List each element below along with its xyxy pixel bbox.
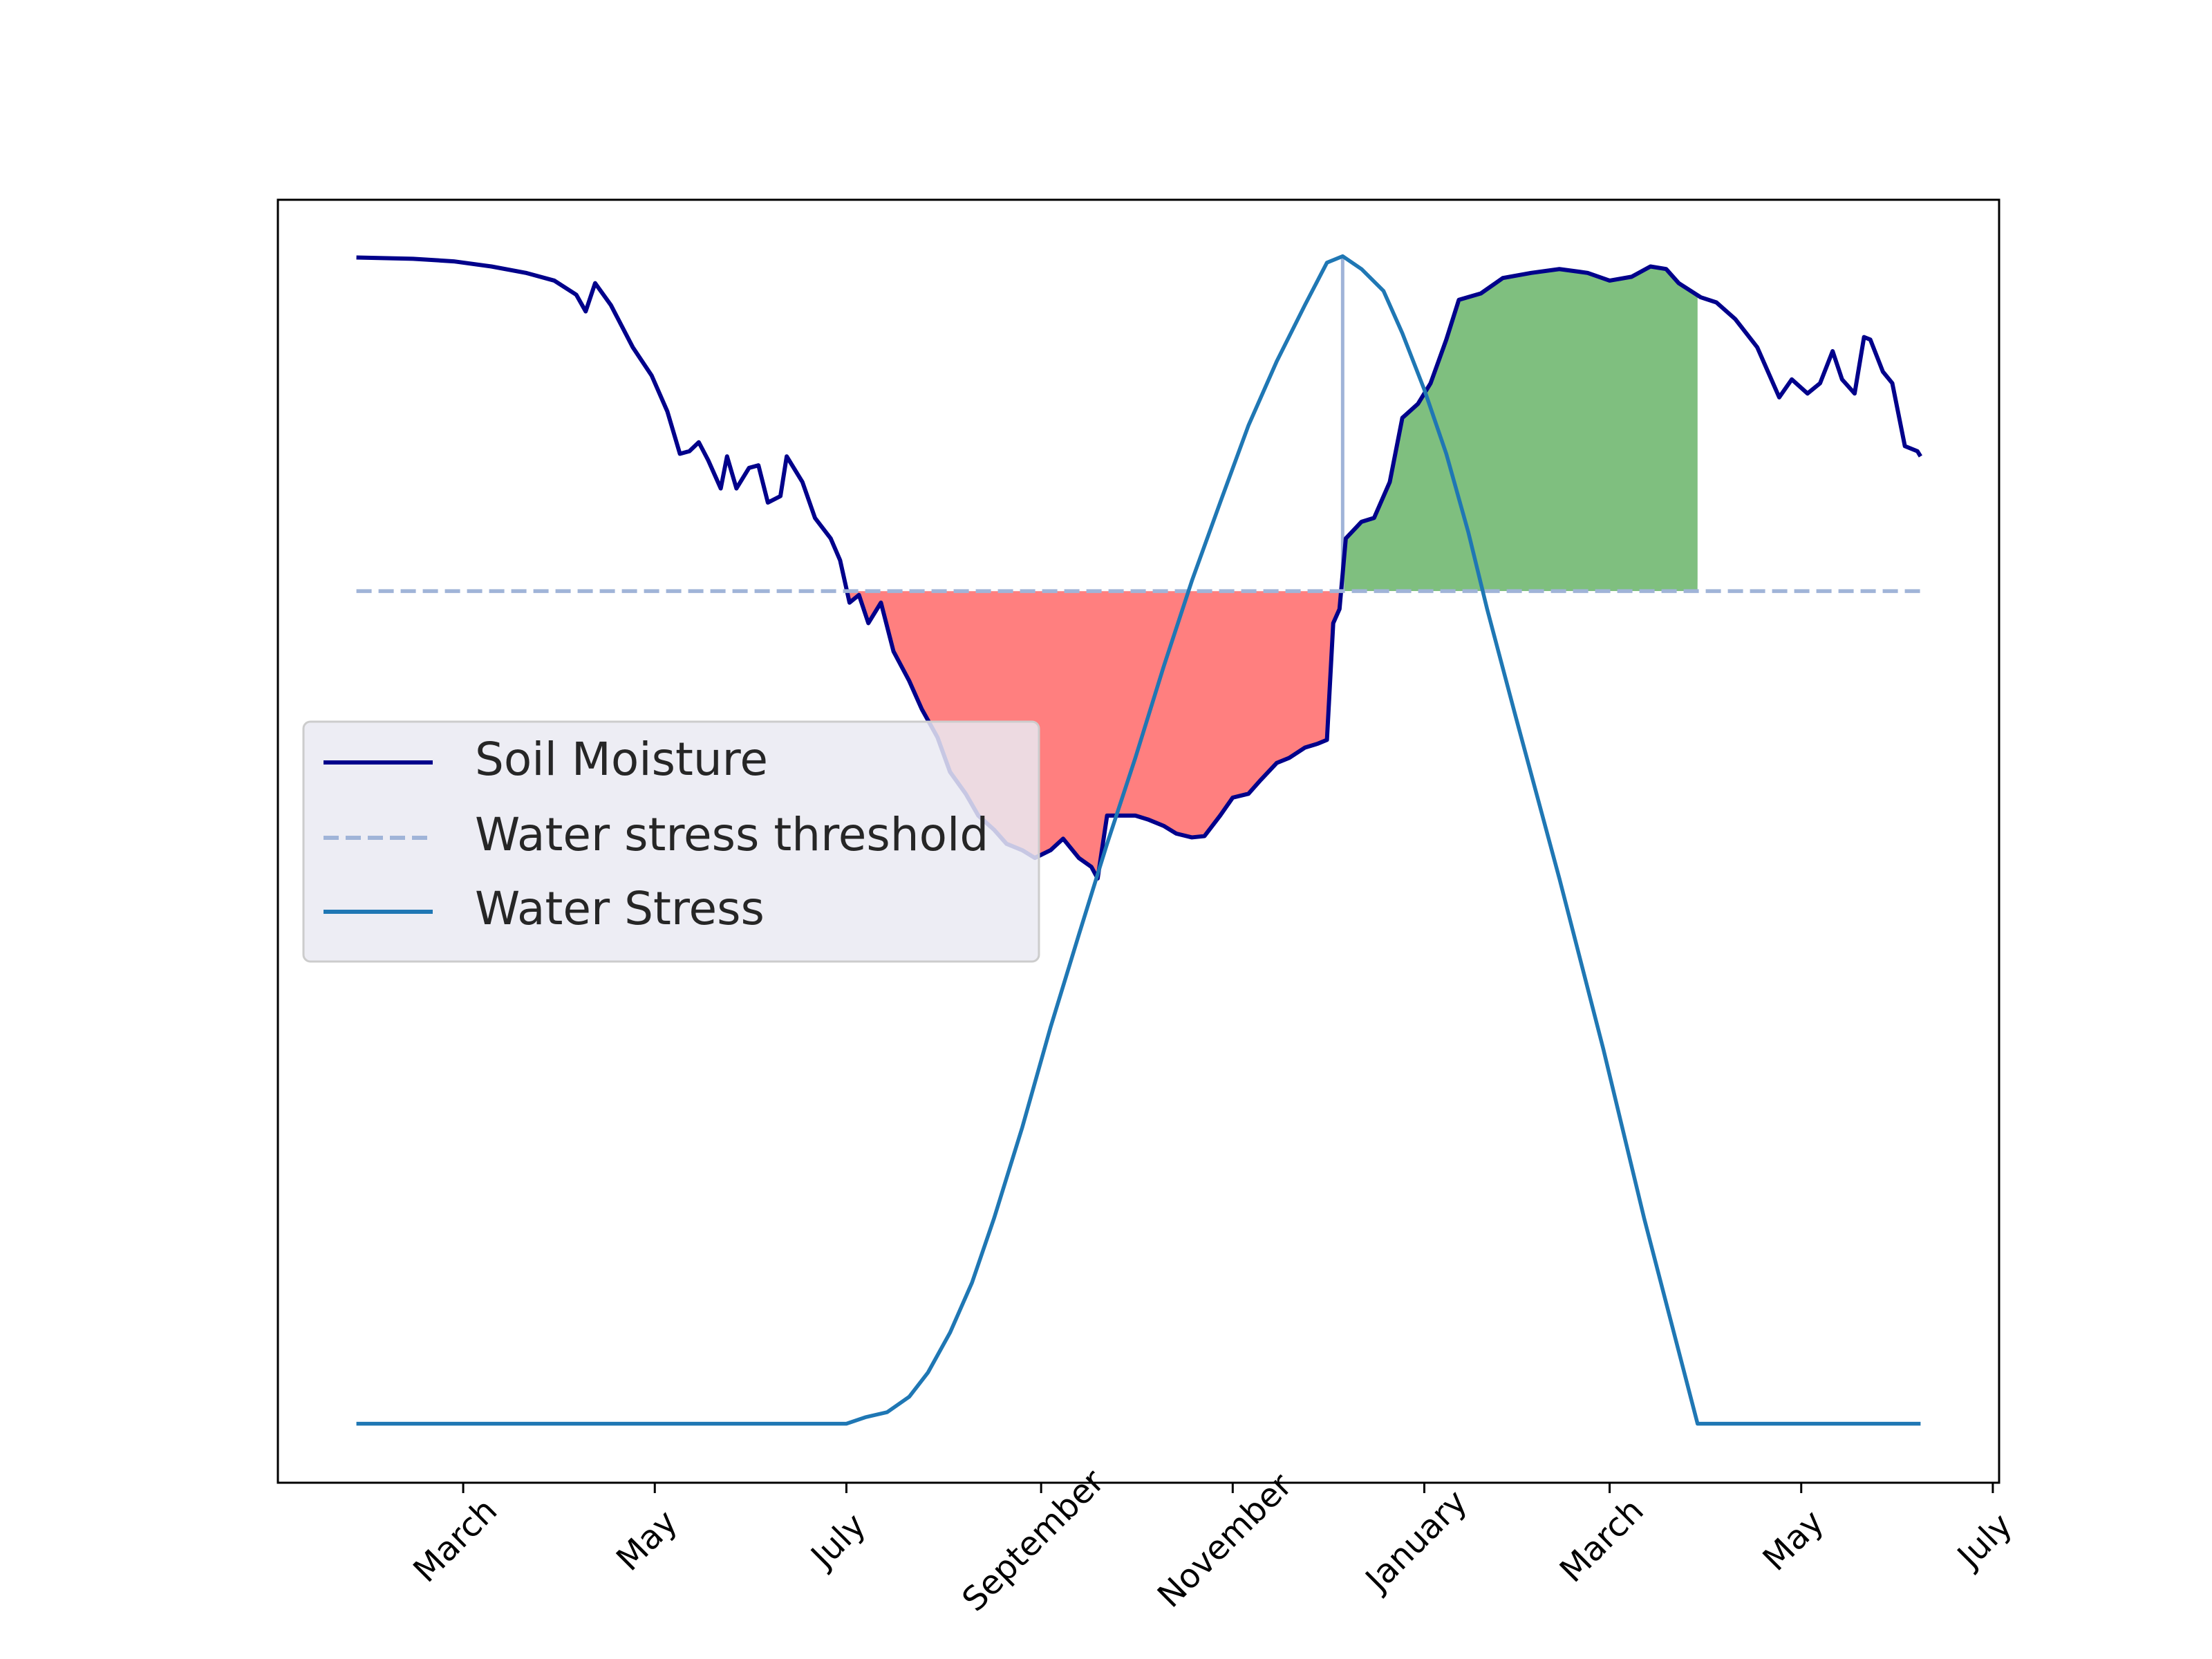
series-line bbox=[356, 254, 1921, 1426]
x-tick-label: November bbox=[1150, 1465, 1300, 1615]
legend: Soil Moisture Water stress threshold Water… bbox=[302, 720, 1040, 963]
x-tick-label: January bbox=[1357, 1483, 1474, 1600]
x-tick-label: September bbox=[955, 1462, 1112, 1619]
x-tick-label: May bbox=[1756, 1503, 1832, 1579]
x-tick-label: July bbox=[1949, 1506, 2020, 1577]
fill-region bbox=[849, 591, 1342, 879]
legend-label: Water stress threshold bbox=[475, 808, 988, 861]
x-tick-label: March bbox=[1553, 1491, 1651, 1590]
x-tick-label: May bbox=[609, 1503, 685, 1579]
x-tick-label: March bbox=[406, 1491, 505, 1590]
legend-box bbox=[302, 720, 1040, 963]
series-line bbox=[356, 255, 1922, 881]
fill-region bbox=[1342, 266, 1698, 592]
legend-label: Water Stress bbox=[475, 882, 765, 935]
plot-frame bbox=[276, 198, 2000, 1484]
x-tick-label: July bbox=[803, 1506, 874, 1577]
legend-label: Soil Moisture bbox=[475, 733, 768, 786]
